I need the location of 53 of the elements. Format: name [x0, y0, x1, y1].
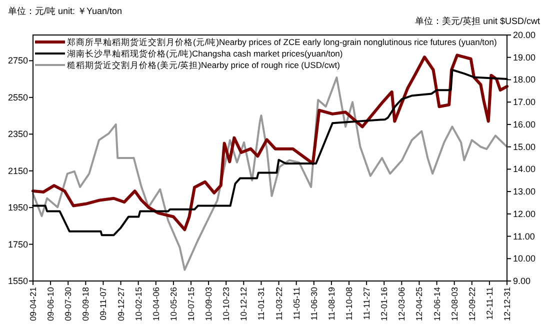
- y-tick-label: 2150: [8, 166, 28, 176]
- x-tick-label: 12-06-14: [432, 286, 442, 322]
- x-tick-label: 10-09-03: [204, 286, 214, 322]
- x-tick-label: 11-05-11: [291, 286, 302, 320]
- y-axis-title: 单位：元/吨 unit: ￥Yuan/ton: [8, 6, 122, 16]
- legend-label: 湖南长沙早籼稻现货价格(元/吨)Changsha cash market prices(yuan/ton): [67, 48, 343, 58]
- y-tick-label: 1950: [8, 202, 28, 213]
- x-tick-label: 12-11-11: [484, 286, 494, 320]
- y-tick-label: 2550: [8, 92, 28, 102]
- y2-tick-label: 9.00: [513, 276, 531, 286]
- x-tick-label: 09-09-18: [80, 286, 91, 322]
- x-tick-label: 12-12-31: [502, 286, 512, 322]
- y2-tick-label: 16.00: [513, 119, 536, 130]
- y-tick-label: 2350: [8, 129, 28, 140]
- x-tick-label: 09-07-30: [63, 286, 74, 322]
- x-tick-label: 10-12-12: [238, 286, 249, 322]
- legend-label: 郑商所早籼稻期货近交割月价格(元/吨)Nearby prices of ZCE early long-grain nonglutinous rice futures (yuan/ton): [67, 37, 497, 47]
- y-tick-label: 1550: [8, 276, 28, 286]
- y2-tick-label: 18.00: [513, 74, 536, 85]
- x-tick-label: 10-05-26: [168, 286, 178, 322]
- x-tick-label: 11-06-30: [308, 286, 319, 320]
- x-tick-label: 09-11-07: [98, 286, 108, 320]
- x-tick-label: 10-04-06: [150, 286, 161, 322]
- x-tick-label: 11-03-22: [274, 286, 284, 320]
- y2-tick-label: 12.00: [513, 208, 536, 219]
- y-tick-label: 1750: [8, 239, 28, 250]
- y2-tick-label: 19.00: [513, 52, 536, 62]
- x-tick-label: 11-01-31: [256, 286, 266, 320]
- x-tick-label: 11-08-19: [326, 286, 336, 320]
- y2-tick-label: 10.00: [513, 254, 536, 264]
- x-tick-label: 11-10-08: [344, 286, 354, 320]
- y2-tick-label: 11.00: [513, 231, 535, 242]
- y2-tick-label: 14.00: [513, 164, 536, 174]
- y2-tick-label: 17.00: [513, 97, 536, 108]
- x-tick-label: 09-06-10: [46, 286, 56, 322]
- x-tick-label: 10-07-15: [186, 286, 196, 322]
- x-tick-label: 12-01-16: [379, 286, 390, 322]
- y2-axis-title: 单位：美元/英担 unit $USD/cwt: [414, 16, 540, 26]
- line-series: [32, 76, 508, 271]
- x-tick-label: 09-12-27: [116, 286, 126, 322]
- x-tick-label: 12-04-25: [414, 286, 424, 322]
- x-tick-label: 12-03-06: [396, 286, 407, 322]
- y-tick-label: 2750: [8, 56, 28, 66]
- x-tick-label: 12-09-22: [466, 286, 477, 322]
- x-tick-label: 12-08-03: [449, 286, 460, 322]
- x-tick-label: 10-02-15: [133, 286, 144, 322]
- legend-label: 糙稻期货近交割月价格(美元/英担)Nearby price of rough rice (USD/cwt): [67, 60, 340, 70]
- x-tick-label: 11-11-27: [362, 286, 372, 320]
- x-tick-label: 09-04-21: [28, 286, 38, 322]
- x-tick-label: 10-10-23: [221, 286, 232, 322]
- y2-tick-label: 15.00: [513, 142, 536, 152]
- y2-tick-label: 20.00: [513, 30, 536, 40]
- y2-tick-label: 13.00: [513, 186, 536, 197]
